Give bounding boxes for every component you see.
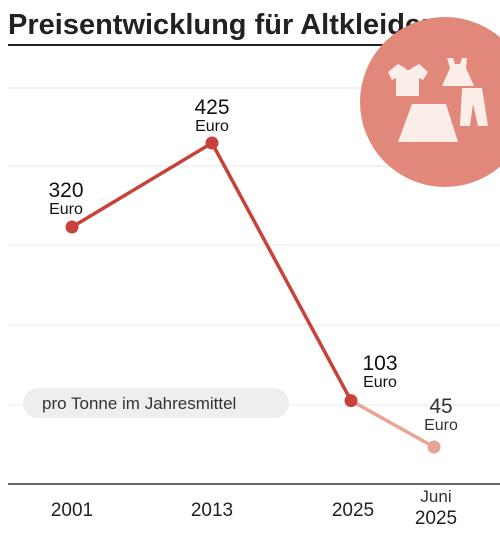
note-text: pro Tonne im Jahresmittel — [42, 394, 236, 413]
clothes-badge — [360, 17, 500, 187]
data-label-value: 45 — [429, 395, 452, 418]
note-pill: pro Tonne im Jahresmittel — [23, 388, 289, 418]
data-label-value: 103 — [362, 352, 397, 375]
series-segment — [349, 398, 436, 449]
data-label-unit: Euro — [195, 118, 229, 135]
data-label-unit: Euro — [424, 417, 458, 434]
trousers-icon — [460, 88, 488, 126]
data-point — [205, 136, 219, 150]
series — [65, 136, 441, 454]
tshirt-icon — [388, 64, 428, 96]
data-point — [427, 440, 441, 454]
dress-icon — [442, 58, 474, 86]
data-label-value: 320 — [48, 179, 83, 202]
x-tick-label: 2025 — [332, 500, 374, 521]
data-point — [344, 394, 358, 408]
data-label-unit: Euro — [49, 201, 83, 218]
data-point — [65, 220, 79, 234]
data-label-value: 425 — [194, 96, 229, 119]
data-label-unit: Euro — [363, 374, 397, 391]
note-pill-background — [23, 388, 289, 418]
series-segment — [210, 141, 353, 403]
x-tick-label: 2001 — [51, 500, 93, 521]
x-tick-label: 2025 — [415, 508, 457, 529]
chart-title: Preisentwicklung für Altkleider — [8, 9, 432, 41]
x-tick-label: Juni — [420, 487, 451, 506]
series-segment — [70, 141, 214, 229]
x-tick-label: 2013 — [191, 500, 233, 521]
x-axis-ticks: 2001 2013 2025 Juni 2025 — [51, 487, 457, 529]
skirt-icon — [398, 104, 458, 142]
